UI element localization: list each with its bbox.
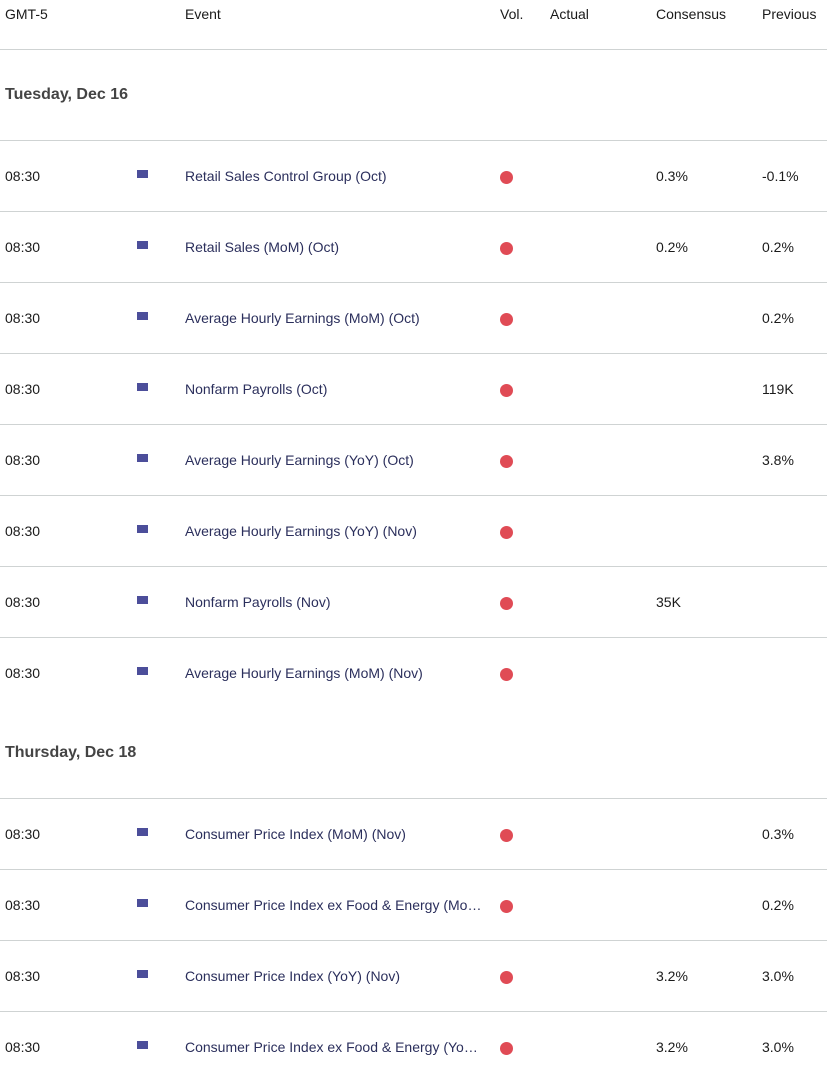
high-volatility-icon	[500, 668, 513, 681]
consensus-value: 3.2%	[656, 968, 688, 984]
date-section-header: Thursday, Dec 18	[0, 708, 827, 799]
event-time: 08:30	[5, 168, 41, 184]
high-volatility-icon	[500, 384, 513, 397]
high-volatility-icon	[500, 900, 513, 913]
high-volatility-icon	[500, 526, 513, 539]
event-name[interactable]: Average Hourly Earnings (YoY) (Nov)	[185, 523, 417, 539]
event-name[interactable]: Consumer Price Index (MoM) (Nov)	[185, 826, 406, 842]
event-time: 08:30	[5, 381, 41, 397]
event-name[interactable]: Average Hourly Earnings (MoM) (Nov)	[185, 665, 423, 681]
header-event: Event	[185, 6, 221, 22]
table-row[interactable]: 08:30 Retail Sales Control Group (Oct) 0…	[0, 141, 827, 212]
high-volatility-icon	[500, 1042, 513, 1055]
consensus-value: 0.2%	[656, 239, 688, 255]
previous-value: 0.2%	[762, 239, 794, 255]
table-header: GMT-5 Event Vol. Actual Consensus Previo…	[0, 0, 827, 50]
event-name[interactable]: Retail Sales Control Group (Oct)	[185, 168, 387, 184]
event-time: 08:30	[5, 1039, 41, 1055]
event-name[interactable]: Retail Sales (MoM) (Oct)	[185, 239, 340, 255]
header-vol: Vol.	[500, 6, 524, 22]
event-time: 08:30	[5, 665, 41, 681]
high-volatility-icon	[500, 455, 513, 468]
header-timezone[interactable]: GMT-5	[5, 6, 48, 22]
consensus-value: 35K	[656, 594, 681, 610]
table-row[interactable]: 08:30 Nonfarm Payrolls (Nov) 35K	[0, 567, 827, 638]
table-row[interactable]: 08:30 Retail Sales (MoM) (Oct) 0.2% 0.2%	[0, 212, 827, 283]
high-volatility-icon	[500, 829, 513, 842]
previous-value: 3.8%	[762, 452, 794, 468]
event-time: 08:30	[5, 594, 41, 610]
previous-value: 0.2%	[762, 897, 794, 913]
event-time: 08:30	[5, 826, 41, 842]
event-name[interactable]: Average Hourly Earnings (MoM) (Oct)	[185, 310, 420, 326]
header-previous: Previous	[762, 6, 817, 22]
high-volatility-icon	[500, 242, 513, 255]
event-list: 08:30 Retail Sales Control Group (Oct) 0…	[0, 141, 827, 708]
event-time: 08:30	[5, 523, 41, 539]
date-label: Thursday, Dec 18	[5, 744, 137, 761]
header-actual: Actual	[550, 6, 589, 22]
high-volatility-icon	[500, 171, 513, 184]
previous-value: 3.0%	[762, 968, 794, 984]
previous-value: 0.3%	[762, 826, 794, 842]
table-row[interactable]: 08:30 Consumer Price Index (MoM) (Nov) 0…	[0, 799, 827, 870]
high-volatility-icon	[500, 313, 513, 326]
event-time: 08:30	[5, 239, 41, 255]
previous-value: 0.2%	[762, 310, 794, 326]
event-list: 08:30 Consumer Price Index (MoM) (Nov) 0…	[0, 799, 827, 1082]
high-volatility-icon	[500, 971, 513, 984]
previous-value: 3.0%	[762, 1039, 794, 1055]
table-row[interactable]: 08:30 Consumer Price Index ex Food & Ene…	[0, 1012, 827, 1082]
high-volatility-icon	[500, 597, 513, 610]
table-row[interactable]: 08:30 Nonfarm Payrolls (Oct) 119K	[0, 354, 827, 425]
event-name[interactable]: Consumer Price Index (YoY) (Nov)	[185, 968, 401, 984]
date-section-header: Tuesday, Dec 16	[0, 50, 827, 141]
event-name[interactable]: Average Hourly Earnings (YoY) (Oct)	[185, 452, 414, 468]
table-row[interactable]: 08:30 Consumer Price Index ex Food & Ene…	[0, 870, 827, 941]
event-name[interactable]: Nonfarm Payrolls (Nov)	[185, 594, 331, 610]
previous-value: -0.1%	[762, 168, 799, 184]
previous-value: 119K	[762, 381, 794, 397]
event-name[interactable]: Consumer Price Index ex Food & Energy (M…	[185, 897, 482, 913]
consensus-value: 3.2%	[656, 1039, 688, 1055]
date-label: Tuesday, Dec 16	[5, 86, 129, 103]
event-time: 08:30	[5, 452, 41, 468]
table-row[interactable]: 08:30 Average Hourly Earnings (MoM) (Oct…	[0, 283, 827, 354]
consensus-value: 0.3%	[656, 168, 688, 184]
event-name[interactable]: Nonfarm Payrolls (Oct)	[185, 381, 328, 397]
table-row[interactable]: 08:30 Consumer Price Index (YoY) (Nov) 3…	[0, 941, 827, 1012]
table-row[interactable]: 08:30 Average Hourly Earnings (YoY) (Nov…	[0, 496, 827, 567]
event-time: 08:30	[5, 897, 41, 913]
table-row[interactable]: 08:30 Average Hourly Earnings (MoM) (Nov…	[0, 638, 827, 708]
header-consensus: Consensus	[656, 6, 727, 22]
calendar-body: Tuesday, Dec 16 08:30 Retail Sales Contr…	[0, 50, 827, 1082]
event-time: 08:30	[5, 968, 41, 984]
event-time: 08:30	[5, 310, 41, 326]
event-name[interactable]: Consumer Price Index ex Food & Energy (Y…	[185, 1039, 478, 1055]
table-row[interactable]: 08:30 Average Hourly Earnings (YoY) (Oct…	[0, 425, 827, 496]
